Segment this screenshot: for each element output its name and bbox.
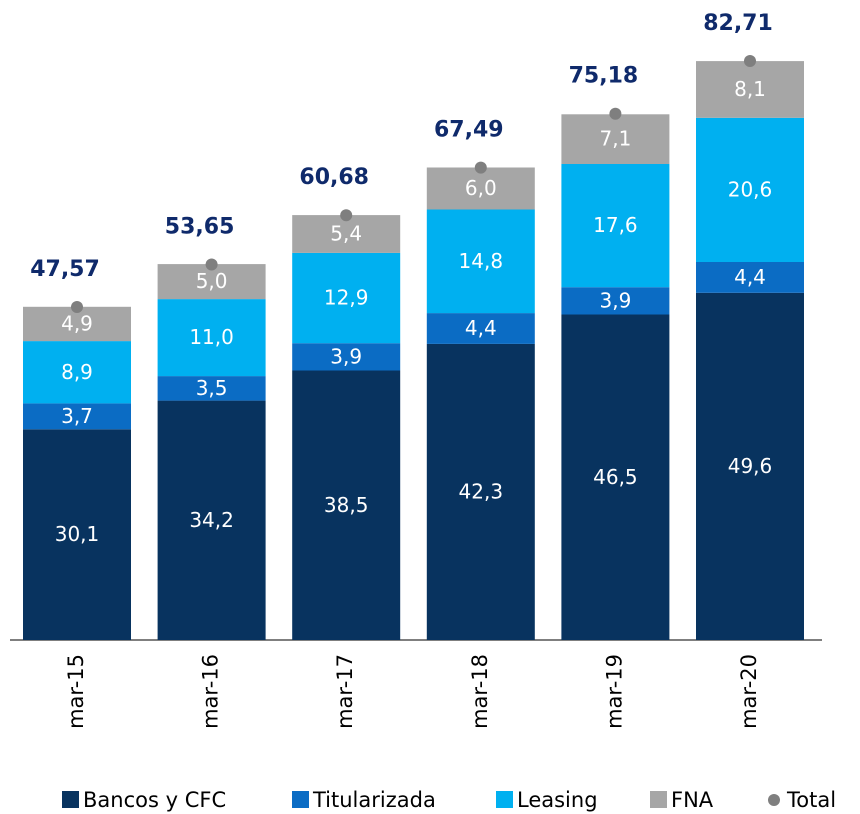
- bar-segment: [292, 343, 401, 371]
- segment-label: 4,9: [61, 311, 93, 335]
- segment-label: 46,5: [593, 465, 638, 489]
- segment-label: 11,0: [189, 325, 234, 349]
- total-label: 67,49: [434, 118, 504, 143]
- bar-segment: [696, 292, 804, 640]
- segment-label: 6,0: [465, 176, 497, 200]
- bar-segment: [292, 370, 401, 640]
- bar-segment: [157, 299, 266, 377]
- total-dot: [474, 161, 487, 174]
- bar-segment: [696, 61, 804, 118]
- legend-label: Total: [786, 788, 836, 812]
- bar-segment: [561, 114, 670, 164]
- legend-label: Titularizada: [312, 788, 436, 812]
- segment-label: 7,1: [599, 127, 631, 151]
- legend-label: FNA: [671, 788, 714, 812]
- segment-label: 3,5: [196, 376, 228, 400]
- bar-segment: [561, 287, 670, 315]
- bar-segment: [292, 252, 401, 344]
- bar-segment: [157, 400, 266, 640]
- bar-segment: [157, 376, 266, 401]
- segment-label: 49,6: [728, 454, 773, 478]
- bar-segment: [426, 167, 535, 210]
- segment-label: 38,5: [324, 493, 369, 517]
- total-label: 47,57: [30, 257, 100, 282]
- segment-label: 5,0: [196, 269, 228, 293]
- x-tick-label: mar-15: [64, 654, 88, 729]
- x-tick-label: mar-18: [468, 654, 492, 729]
- bar-segment: [696, 117, 804, 262]
- legend-swatch: [650, 791, 667, 808]
- segment-label: 8,9: [61, 360, 93, 384]
- bar-segment: [23, 403, 131, 430]
- legend-label: Leasing: [517, 788, 598, 812]
- total-label: 53,65: [165, 214, 235, 239]
- segment-label: 42,3: [459, 479, 504, 503]
- total-label: 82,71: [703, 11, 773, 36]
- total-label: 60,68: [299, 165, 369, 190]
- total-dot: [205, 258, 218, 271]
- x-tick-label: mar-19: [602, 654, 626, 729]
- bar-segment: [23, 429, 131, 640]
- segment-label: 3,9: [330, 344, 362, 368]
- total-dot: [744, 55, 756, 68]
- bar-segment: [23, 341, 131, 404]
- bar-segment: [696, 262, 804, 293]
- segment-label: 34,2: [189, 508, 234, 532]
- legend-label: Bancos y CFC: [83, 788, 226, 812]
- segment-label: 30,1: [55, 522, 100, 546]
- x-tick-label: mar-17: [333, 654, 357, 729]
- segment-label: 3,9: [599, 288, 631, 312]
- segment-label: 3,7: [61, 404, 93, 428]
- segment-label: 12,9: [324, 286, 369, 310]
- bar-segment: [426, 209, 535, 314]
- segment-label: 5,4: [330, 222, 362, 246]
- bar-segment: [561, 314, 670, 640]
- bar-segment: [561, 164, 670, 288]
- legend-swatch: [62, 791, 79, 808]
- bar-segment: [426, 343, 535, 640]
- segment-label: 17,6: [593, 213, 638, 237]
- legend-swatch: [768, 794, 780, 806]
- legend-swatch: [292, 791, 309, 808]
- segment-label: 8,1: [734, 77, 766, 101]
- x-tick-label: mar-16: [199, 654, 223, 729]
- segment-label: 4,4: [465, 316, 497, 340]
- x-tick-label: mar-20: [737, 654, 761, 729]
- total-label: 75,18: [569, 64, 639, 89]
- total-dot: [340, 209, 353, 222]
- segment-label: 4,4: [734, 265, 766, 289]
- bar-segment: [426, 313, 535, 344]
- total-dot: [609, 107, 622, 120]
- legend-swatch: [496, 791, 513, 808]
- total-dot: [71, 301, 83, 314]
- segment-label: 20,6: [728, 177, 773, 201]
- segment-label: 14,8: [459, 249, 504, 273]
- bar-segment: [292, 215, 401, 253]
